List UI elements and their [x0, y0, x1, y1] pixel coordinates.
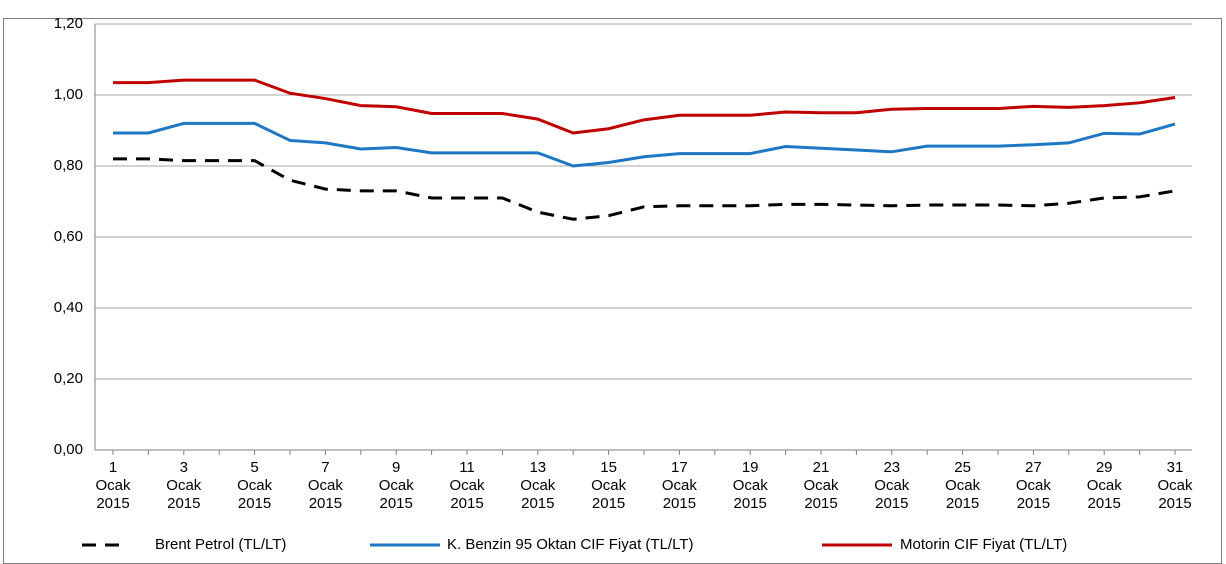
x-tick-label: 7 Ocak 2015: [308, 459, 344, 512]
x-tick-label: 1 Ocak 2015: [95, 459, 131, 512]
legend-label: Motorin CIF Fiyat (TL/LT): [900, 536, 1067, 553]
y-tick-label: 0,60: [54, 228, 83, 245]
chart-border: [3, 18, 1222, 564]
x-tick-label: 13 Ocak 2015: [520, 459, 556, 512]
y-tick-label: 0,20: [54, 370, 83, 387]
legend-label: Brent Petrol (TL/LT): [155, 536, 286, 553]
x-tick-label: 11 Ocak 2015: [449, 459, 485, 512]
x-tick-label: 23 Ocak 2015: [874, 459, 910, 512]
x-tick-label: 17 Ocak 2015: [662, 459, 698, 512]
x-tick-label: 27 Ocak 2015: [1016, 459, 1052, 512]
x-tick-label: 19 Ocak 2015: [733, 459, 769, 512]
y-tick-label: 0,80: [54, 157, 83, 174]
x-tick-label: 3 Ocak 2015: [166, 459, 202, 512]
y-tick-label: 1,00: [54, 86, 83, 103]
series-line: [113, 78, 1176, 135]
x-tick-label: 5 Ocak 2015: [237, 459, 273, 512]
y-tick-label: 0,00: [54, 441, 83, 458]
series-line: [113, 157, 1176, 221]
y-tick-label: 0,40: [54, 299, 83, 316]
x-tick-label: 29 Ocak 2015: [1087, 459, 1123, 512]
series-line: [113, 121, 1176, 168]
x-tick-label: 21 Ocak 2015: [803, 459, 839, 512]
x-tick-label: 15 Ocak 2015: [591, 459, 627, 512]
x-tick-label: 31 Ocak 2015: [1157, 459, 1193, 512]
x-tick-label: 9 Ocak 2015: [379, 459, 415, 512]
y-tick-label: 1,20: [54, 15, 83, 32]
legend-label: K. Benzin 95 Oktan CIF Fiyat (TL/LT): [447, 536, 693, 553]
x-tick-label: 25 Ocak 2015: [945, 459, 981, 512]
